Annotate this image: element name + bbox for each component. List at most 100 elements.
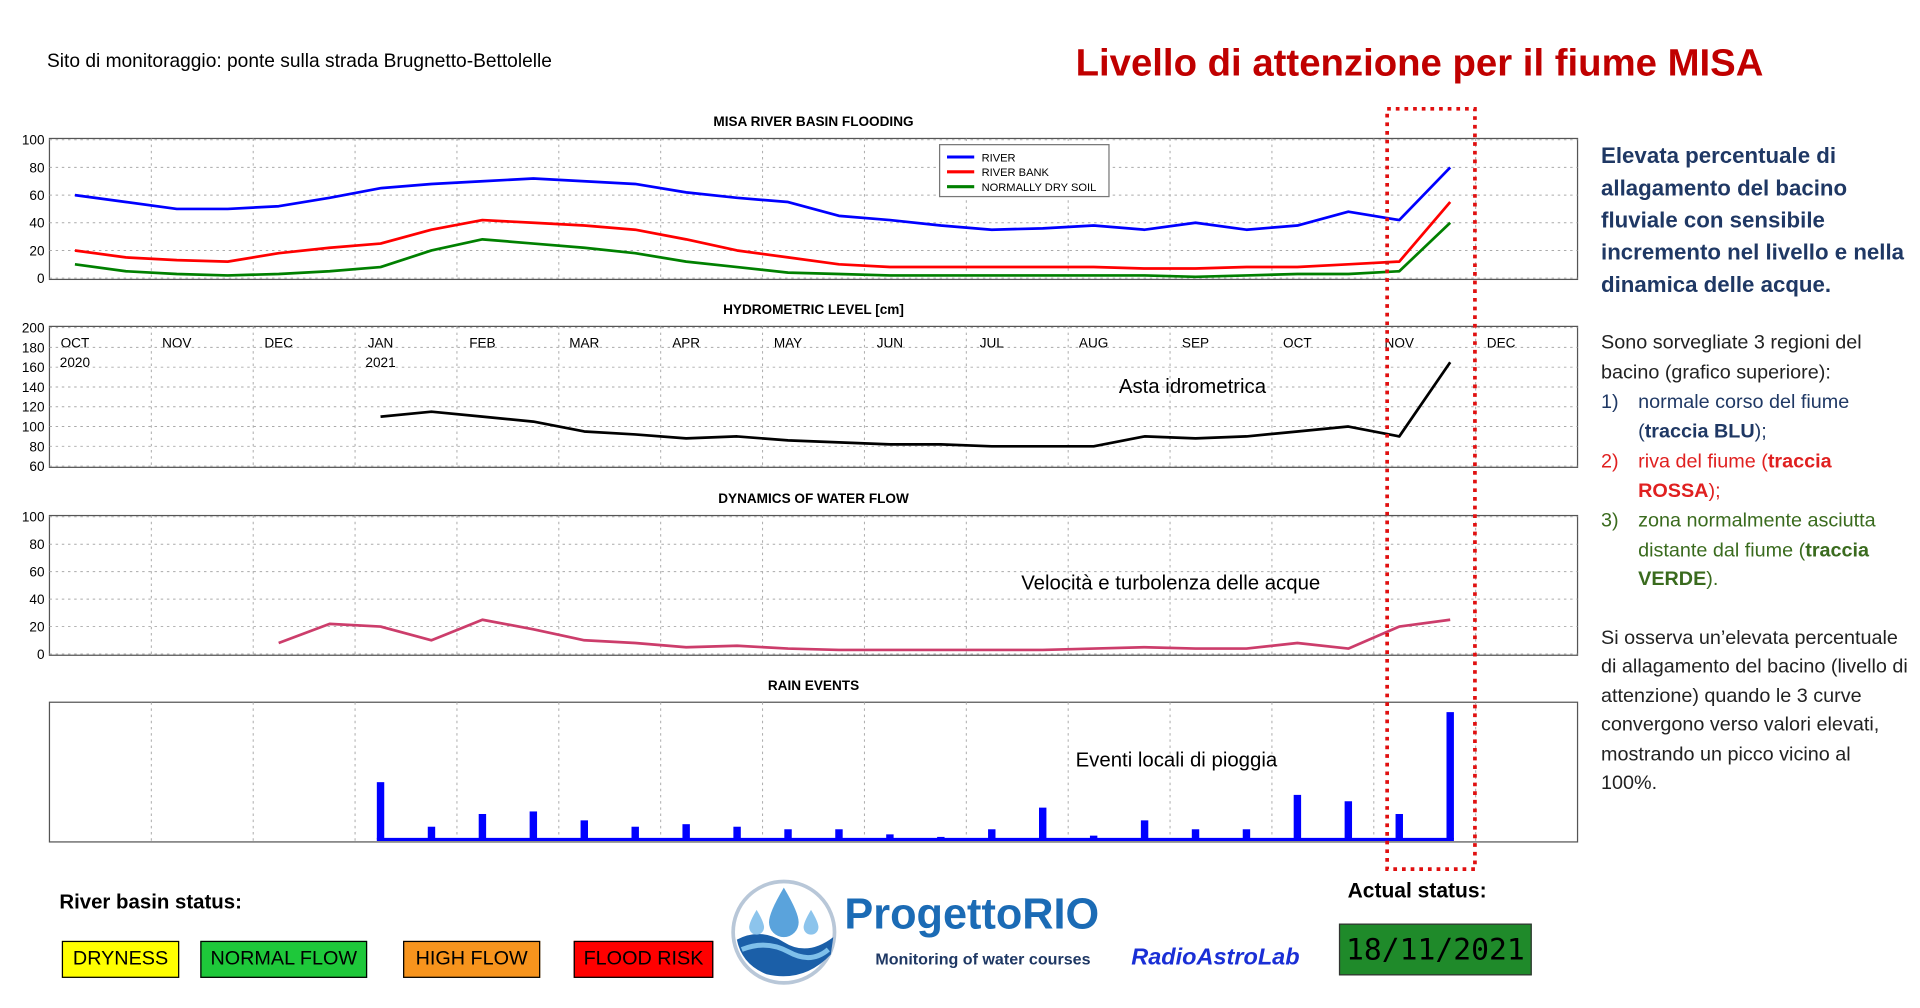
x-year-label: 2021 [365, 355, 395, 370]
item-number: 1) [1601, 391, 1619, 413]
x-tick-label: MAY [774, 335, 802, 350]
item-number: 3) [1601, 510, 1619, 532]
rain-bar [1344, 801, 1353, 840]
rain-bar [988, 829, 996, 840]
x-tick-label: JAN [368, 335, 394, 350]
x-tick-label: APR [672, 335, 700, 350]
y-tick-label: 80 [29, 537, 45, 552]
item-text: riva del fiume ( [1638, 451, 1768, 473]
annotation: Asta idrometrica [1119, 376, 1267, 398]
rain-bar [682, 824, 690, 840]
item-end: ). [1706, 568, 1719, 590]
item-bold: traccia VERDE [1638, 539, 1870, 590]
logo-name: ProgettoRIO [844, 890, 1100, 939]
list-item: 1) normale corso del fiume (traccia BLU); [1601, 388, 1910, 446]
y-tick-label: 20 [29, 243, 45, 258]
x-tick-label: SEP [1182, 335, 1209, 350]
items: 1) normale corso del fiume (traccia BLU);… [1601, 388, 1910, 594]
rain-bar [1089, 835, 1098, 840]
y-tick-label: 60 [29, 459, 45, 474]
plot-frame [48, 137, 1579, 281]
y-tick-label: 200 [22, 321, 45, 336]
x-tick-label: DEC [264, 335, 293, 350]
item-bold: traccia ROSSA [1638, 451, 1832, 502]
y-tick-label: 60 [29, 565, 45, 580]
site-label: Sito di monitoraggio: ponte sulla strada… [46, 50, 552, 72]
item-text: normale corso del fiume ( [1638, 391, 1850, 442]
x-tick-label: OCT [1283, 335, 1312, 350]
closing: Si osserva un’elevata percentuale di all… [1601, 627, 1908, 794]
rain-bar [835, 829, 843, 840]
logo-drop [803, 909, 819, 935]
y-tick-label: 0 [37, 271, 45, 286]
rain-bar [478, 813, 487, 840]
y-tick-label: 100 [22, 133, 45, 148]
status-label: River basin status: [59, 891, 242, 914]
rain-bar [1293, 794, 1302, 840]
rain-bar [1140, 820, 1149, 840]
y-tick-label: 100 [22, 510, 45, 525]
x-tick-label: JUN [877, 335, 903, 350]
series-line [74, 166, 1452, 232]
logo-wave-light [740, 942, 830, 961]
rain-bar [886, 834, 894, 840]
item-number: 2) [1601, 451, 1619, 473]
plot-frame [48, 701, 1579, 843]
rain-bar [427, 826, 436, 840]
status-box: FLOOD RISK [573, 940, 714, 978]
y-tick-label: 100 [22, 419, 45, 434]
series-line [380, 361, 1452, 448]
item-text: zona normalmente asciutta distante dal f… [1638, 510, 1876, 561]
rain-bar [631, 826, 639, 840]
rain-bar [580, 820, 588, 840]
y-tick-label: 160 [22, 360, 45, 375]
annotation: Eventi locali di pioggia [1076, 750, 1278, 772]
rain-bar [376, 782, 385, 840]
rain-bar [1242, 829, 1251, 840]
rain-bar [529, 811, 538, 840]
item-bold: traccia BLU [1644, 420, 1755, 442]
status-box: NORMAL FLOW [200, 940, 368, 978]
logo-icon [731, 879, 837, 985]
legend-label: RIVER [982, 152, 1016, 164]
logo-tagline: Monitoring of water courses [875, 949, 1091, 969]
summary: Elevata percentuale di allagamento del b… [1601, 143, 1905, 297]
list-item: 2) riva del fiume (traccia ROSSA); [1601, 448, 1910, 506]
series-line [278, 618, 1451, 652]
actual-label: Actual status: [1347, 879, 1487, 903]
status-box: HIGH FLOW [403, 940, 541, 978]
y-tick-label: 180 [22, 340, 45, 355]
rain-bar [733, 826, 741, 840]
x-tick-label: OCT [61, 335, 90, 350]
plot-frame [48, 514, 1579, 656]
y-tick-label: 40 [29, 216, 45, 231]
x-tick-label: NOV [162, 335, 191, 350]
x-tick-label: AUG [1079, 335, 1108, 350]
status-box: DRYNESS [61, 940, 180, 978]
notes: Sono sorvegliate 3 regioni del bacino (g… [1601, 329, 1910, 798]
item-end: ); [1708, 480, 1721, 502]
x-tick-label: NOV [1385, 335, 1414, 350]
x-year-label: 2020 [60, 355, 91, 370]
y-tick-label: 60 [29, 188, 45, 203]
x-tick-label: FEB [469, 335, 495, 350]
chart-title: MISA RIVER BASIN FLOODING [713, 114, 913, 129]
plot-frame [48, 325, 1579, 468]
legend-label: NORMALLY DRY SOIL [982, 182, 1097, 194]
rain-bar [1395, 813, 1403, 840]
y-tick-label: 40 [29, 592, 45, 607]
x-tick-label: MAR [569, 335, 599, 350]
logo-drop [768, 887, 799, 938]
chart-title: RAIN EVENTS [768, 678, 859, 693]
y-tick-label: 20 [29, 620, 45, 635]
item-end: ); [1754, 420, 1767, 442]
y-tick-label: 120 [22, 400, 45, 415]
item-text: riva del fiume (traccia ROSSA); [1638, 448, 1910, 506]
annotation: Velocità e turbolenza delle acque [1021, 573, 1320, 595]
rain-bar [1039, 807, 1047, 840]
list-item: 3) zona normalmente asciutta distante dal… [1601, 507, 1910, 594]
series-line [74, 201, 1452, 270]
chart-title: DYNAMICS OF WATER FLOW [718, 491, 909, 506]
